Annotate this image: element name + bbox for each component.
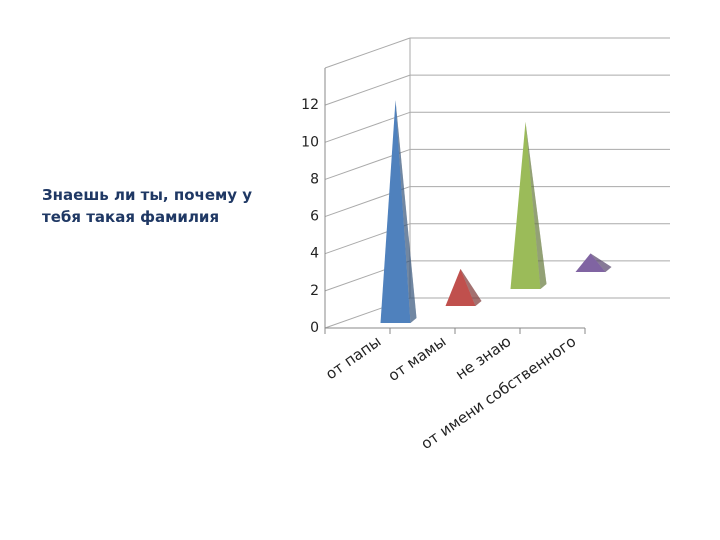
y-tick-label: 0 [310,320,319,336]
y-tick-label: 10 [301,134,319,150]
x-tick-label: не знаю [452,332,514,383]
grid-line [324,37,411,69]
pyramid [510,121,547,289]
y-tick-label: 8 [310,171,319,187]
y-tick-label: 4 [310,246,319,262]
pyramid [445,268,482,306]
chart-title: Знаешь ли ты, почему у тебя такая фамили… [42,186,253,226]
pyramid [575,253,612,272]
x-tick-label: от мамы [385,332,450,385]
x-tick-label: от папы [322,332,384,383]
y-tick-label: 6 [310,209,319,225]
y-tick-label: 2 [310,283,319,299]
y-tick-label: 12 [301,97,319,113]
pyramid [380,100,417,324]
grid-line [324,74,411,106]
